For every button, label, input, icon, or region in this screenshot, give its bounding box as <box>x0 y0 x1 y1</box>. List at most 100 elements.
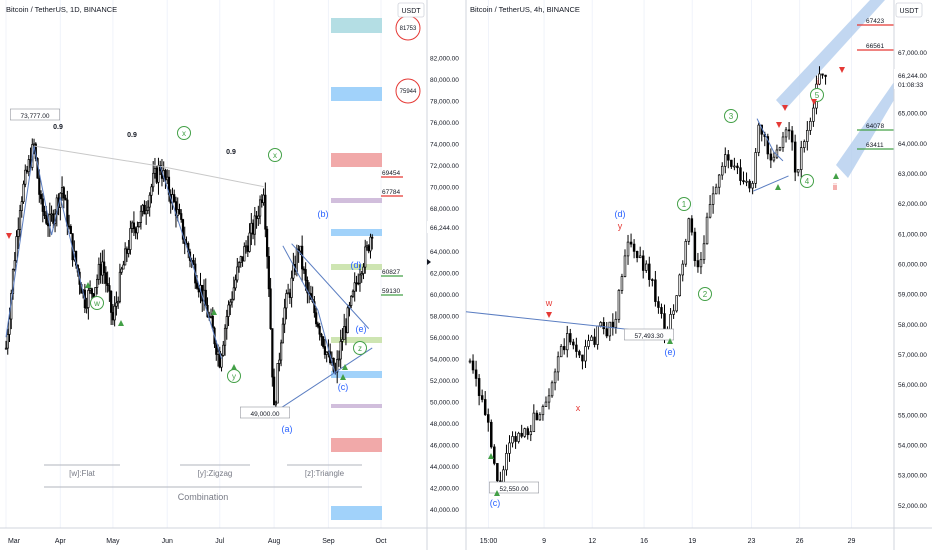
left-currency-button[interactable] <box>397 2 425 18</box>
left-combination-label: Combination <box>178 492 229 502</box>
left-candle <box>134 228 137 234</box>
left-wave-a: (a) <box>282 424 293 434</box>
left-candle <box>99 263 102 276</box>
right-y-tick: 55,000.00 <box>898 412 927 419</box>
right-marker-red-5 <box>839 67 845 73</box>
left-candle <box>146 206 150 211</box>
right-marker-green-2 <box>494 490 500 496</box>
left-candle <box>339 341 342 360</box>
left-candle <box>253 215 256 235</box>
right-y-tick: 60,000.00 <box>898 261 927 268</box>
left-candle <box>362 266 365 274</box>
left-candle <box>264 194 267 230</box>
right-y-tick: 62,000.00 <box>898 201 927 208</box>
right-candle <box>587 340 590 347</box>
left-candle <box>143 204 146 215</box>
left-marker-green-1 <box>85 282 91 288</box>
left-wave-e: (e) <box>356 324 367 334</box>
right-candle <box>493 446 496 464</box>
left-candle <box>115 302 118 307</box>
left-candle <box>358 274 362 284</box>
left-marker-green-4 <box>231 364 237 370</box>
right-wave-e: (e) <box>665 347 676 357</box>
left-candle <box>364 246 367 268</box>
right-last-price-bg <box>894 69 932 90</box>
left-currency-label: USDT <box>401 8 421 15</box>
left-circle-75944-label: 75944 <box>400 89 417 95</box>
left-candle <box>138 222 141 228</box>
left-candle <box>164 170 167 181</box>
left-candle <box>215 343 218 355</box>
right-candle <box>748 180 751 189</box>
left-y-tick: 62,000.00 <box>430 271 459 278</box>
left-candle <box>181 219 185 240</box>
right-wave-2-circle <box>698 287 712 301</box>
left-candle <box>216 350 220 355</box>
left-candle <box>25 169 29 173</box>
left-candle <box>18 210 22 230</box>
left-candle <box>176 209 179 216</box>
left-candle <box>315 312 318 325</box>
right-price-axis: USDT 52,000.00 53,000.00 54,000.00 55,000.00… <box>893 0 932 550</box>
right-y-tick: 56,000.00 <box>898 382 927 389</box>
left-candle <box>318 326 321 335</box>
right-candle <box>486 414 490 423</box>
right-candle <box>632 243 636 252</box>
right-candle <box>565 333 569 351</box>
right-wave-3: 3 <box>729 112 734 121</box>
right-last-price-tick: 66,244.00 <box>898 73 927 80</box>
left-candle <box>166 176 169 181</box>
right-candle <box>605 328 609 337</box>
left-low-label-box <box>240 406 291 419</box>
right-trendline-w <box>465 311 634 331</box>
right-candle <box>578 351 581 356</box>
right-y-tick: 57,000.00 <box>898 352 927 359</box>
right-candle <box>714 186 718 195</box>
right-candle <box>790 130 794 143</box>
right-candle <box>678 274 681 296</box>
left-candle <box>50 213 53 216</box>
left-high-label-box <box>10 108 61 121</box>
left-candle <box>131 222 134 229</box>
left-candle <box>269 288 272 329</box>
left-x-tick: May <box>106 538 120 545</box>
left-y-tick: 74,000.00 <box>430 142 459 149</box>
left-wave-path-w <box>5 145 86 338</box>
left-fib-0.9-b: 0.9 <box>127 132 137 139</box>
left-candle <box>132 222 136 230</box>
left-candle <box>110 290 113 313</box>
right-candle <box>483 399 487 415</box>
left-candle <box>209 315 213 318</box>
left-candle <box>139 210 143 223</box>
right-wave-5: 5 <box>815 91 820 100</box>
right-candle <box>581 354 584 362</box>
right-candle <box>769 153 773 161</box>
right-wave-ii: ii <box>833 182 837 192</box>
left-wave-z: z <box>358 344 362 353</box>
right-candle <box>526 428 529 436</box>
right-mid-label-box <box>623 328 674 341</box>
left-chart-title: Bitcoin / TetherUS, 1D, BINANCE <box>6 5 117 14</box>
left-fib-0.9-a: 0.9 <box>53 124 63 131</box>
right-wave-3-circle <box>724 109 738 123</box>
left-y-tick: 54,000.00 <box>430 357 459 364</box>
left-y-tick: 48,000.00 <box>430 421 459 428</box>
left-candle <box>4 347 8 350</box>
left-marker-green-5 <box>340 374 346 380</box>
right-y-tick: 53,000.00 <box>898 473 927 480</box>
right-candle <box>575 344 578 352</box>
left-candle <box>227 304 230 317</box>
left-wave-y: y <box>232 372 236 381</box>
left-marker-red-down <box>6 233 12 239</box>
left-candle <box>52 213 55 224</box>
right-wave-4-circle <box>800 174 814 188</box>
right-currency-button[interactable] <box>895 2 923 18</box>
right-x-tick: 15:00 <box>480 538 498 545</box>
left-candle <box>365 245 369 248</box>
left-candle <box>111 312 114 321</box>
left-candle <box>211 315 214 329</box>
left-candle <box>322 336 325 347</box>
right-candle <box>651 279 654 281</box>
right-x-tick: 9 <box>542 538 546 545</box>
right-wave-d: (d) <box>615 209 626 219</box>
